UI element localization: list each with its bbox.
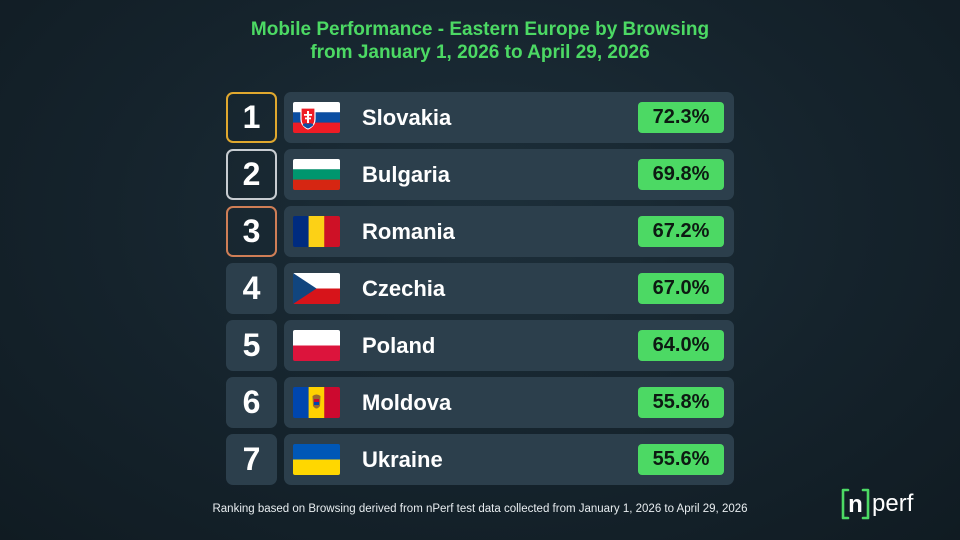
country-card: Moldova 55.8% [284,377,734,428]
country-name: Romania [362,219,455,244]
value-badge: 55.8% [638,387,724,418]
country-card: Ukraine 55.6% [284,434,734,485]
title-line-1: Mobile Performance - Eastern Europe by B… [250,19,710,40]
footnote: Ranking based on Browsing derived from n… [212,503,748,515]
country-card: Romania 67.2% [284,206,734,257]
value-badge: 55.6% [638,444,724,475]
rank-badge: 6 [226,377,277,428]
rank-badge: 7 [226,434,277,485]
ranking-row: 1 Slovakia 72.3% [226,92,734,143]
value-badge: 64.0% [638,330,724,361]
nperf-logo: n perf [838,484,946,524]
rank-badge: 3 [226,206,277,257]
logo-perf-text: perf [872,490,914,517]
country-name: Poland [362,333,436,358]
romania-flag-icon [293,216,340,247]
country-name: Ukraine [362,447,443,472]
value-badge: 67.0% [638,273,724,304]
value-badge: 69.8% [638,159,724,190]
ranking-row: 4 Czechia 67.0% [226,263,734,314]
slovakia-flag-icon [293,102,340,133]
ranking-row: 6 Moldova 55.8% [226,377,734,428]
rank-badge: 4 [226,263,277,314]
country-name: Slovakia [362,105,452,130]
country-card: Czechia 67.0% [284,263,734,314]
bulgaria-flag-icon [293,159,340,190]
ranking-row: 2 Bulgaria 69.8% [226,149,734,200]
ranking-row: 3 Romania 67.2% [226,206,734,257]
country-card: Slovakia 72.3% [284,92,734,143]
country-card: Poland 64.0% [284,320,734,371]
value-badge: 72.3% [638,102,724,133]
rank-badge: 5 [226,320,277,371]
ranking-row: 5 Poland 64.0% [226,320,734,371]
moldova-flag-icon [293,387,340,418]
rank-badge: 1 [226,92,277,143]
ranking-list: 1 Slovakia 72.3% 2 [226,92,734,491]
country-name: Moldova [362,390,452,415]
rank-badge: 2 [226,149,277,200]
value-badge: 67.2% [638,216,724,247]
logo-n-text: n [848,491,863,518]
chart-title: Mobile Performance - Eastern Europe by B… [0,18,960,64]
czechia-flag-icon [293,273,340,304]
country-name: Czechia [362,276,446,301]
poland-flag-icon [293,330,340,361]
country-name: Bulgaria [362,162,451,187]
country-card: Bulgaria 69.8% [284,149,734,200]
ukraine-flag-icon [293,444,340,475]
ranking-row: 7 Ukraine 55.6% [226,434,734,485]
title-line-2: from January 1, 2026 to April 29, 2026 [310,42,650,63]
